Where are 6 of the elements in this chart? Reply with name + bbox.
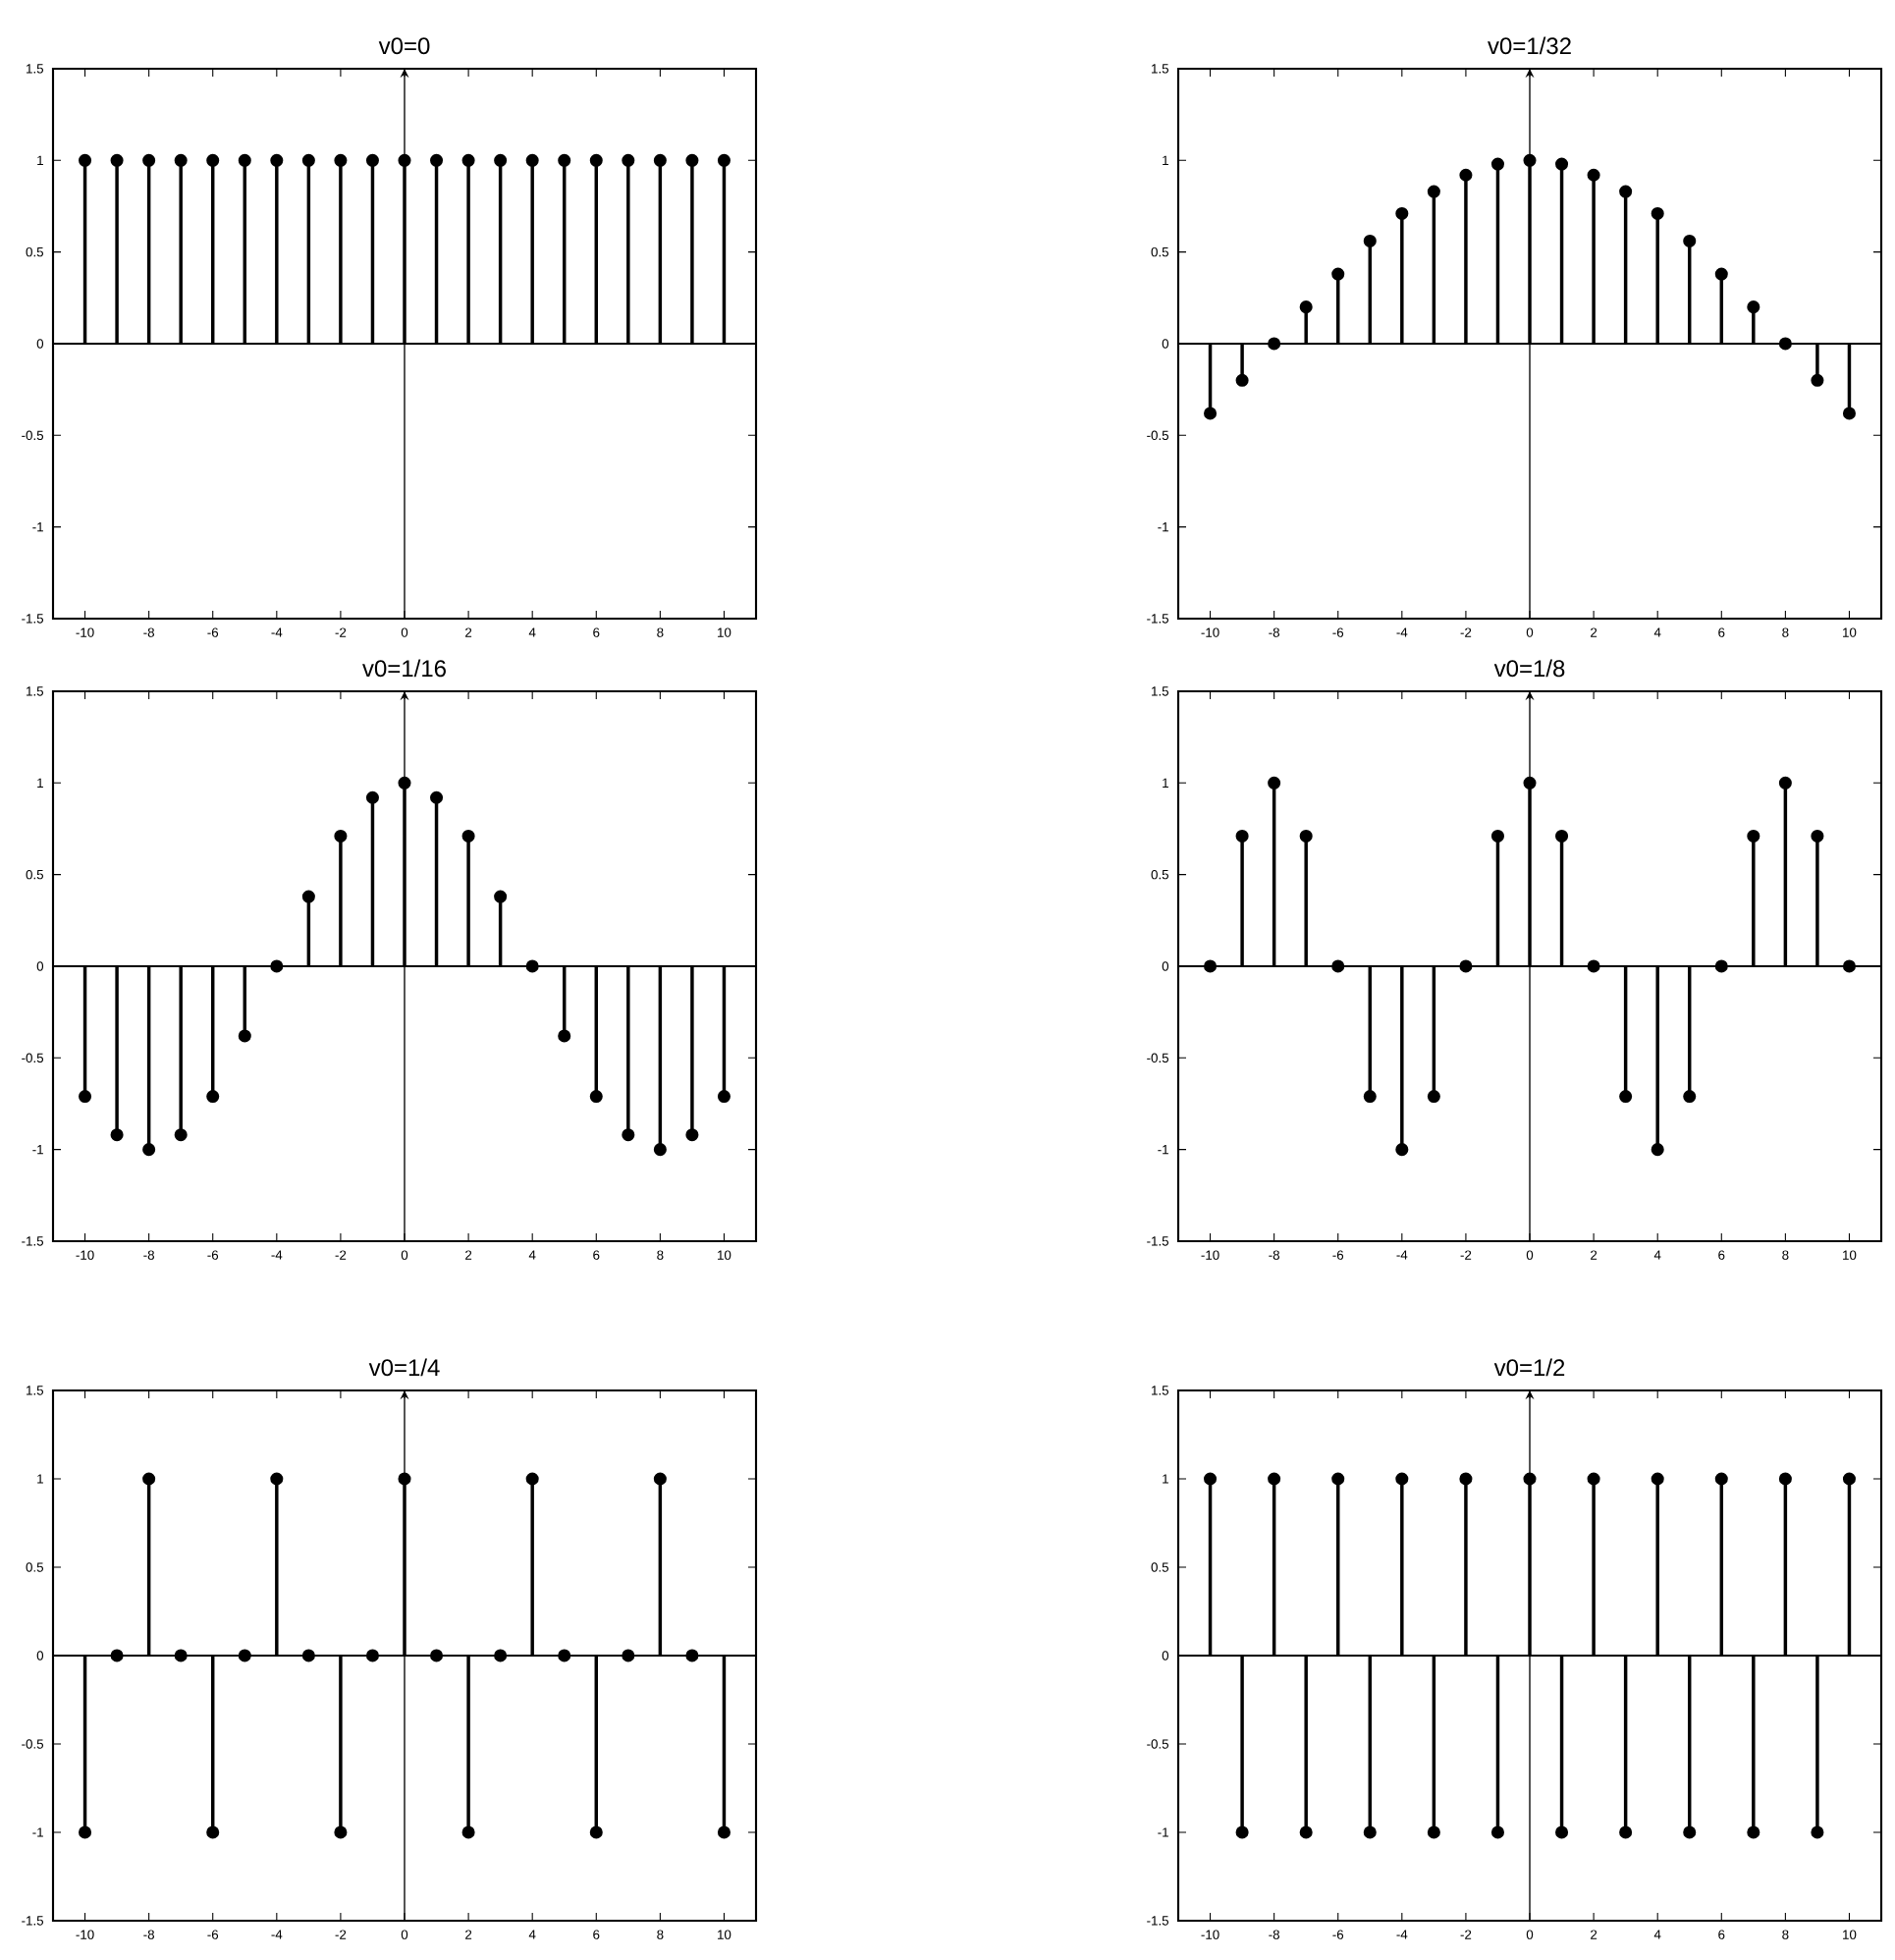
chart-title: v0=1/2: [1493, 1358, 1565, 1377]
chart-title: v0=1/4: [368, 1358, 440, 1377]
chart-title: v0=1/16: [362, 659, 446, 678]
chart-title: v0=1/8: [1493, 659, 1565, 678]
chart-title: v0=1/32: [1488, 36, 1571, 55]
chart-title: v0=0: [378, 37, 430, 55]
